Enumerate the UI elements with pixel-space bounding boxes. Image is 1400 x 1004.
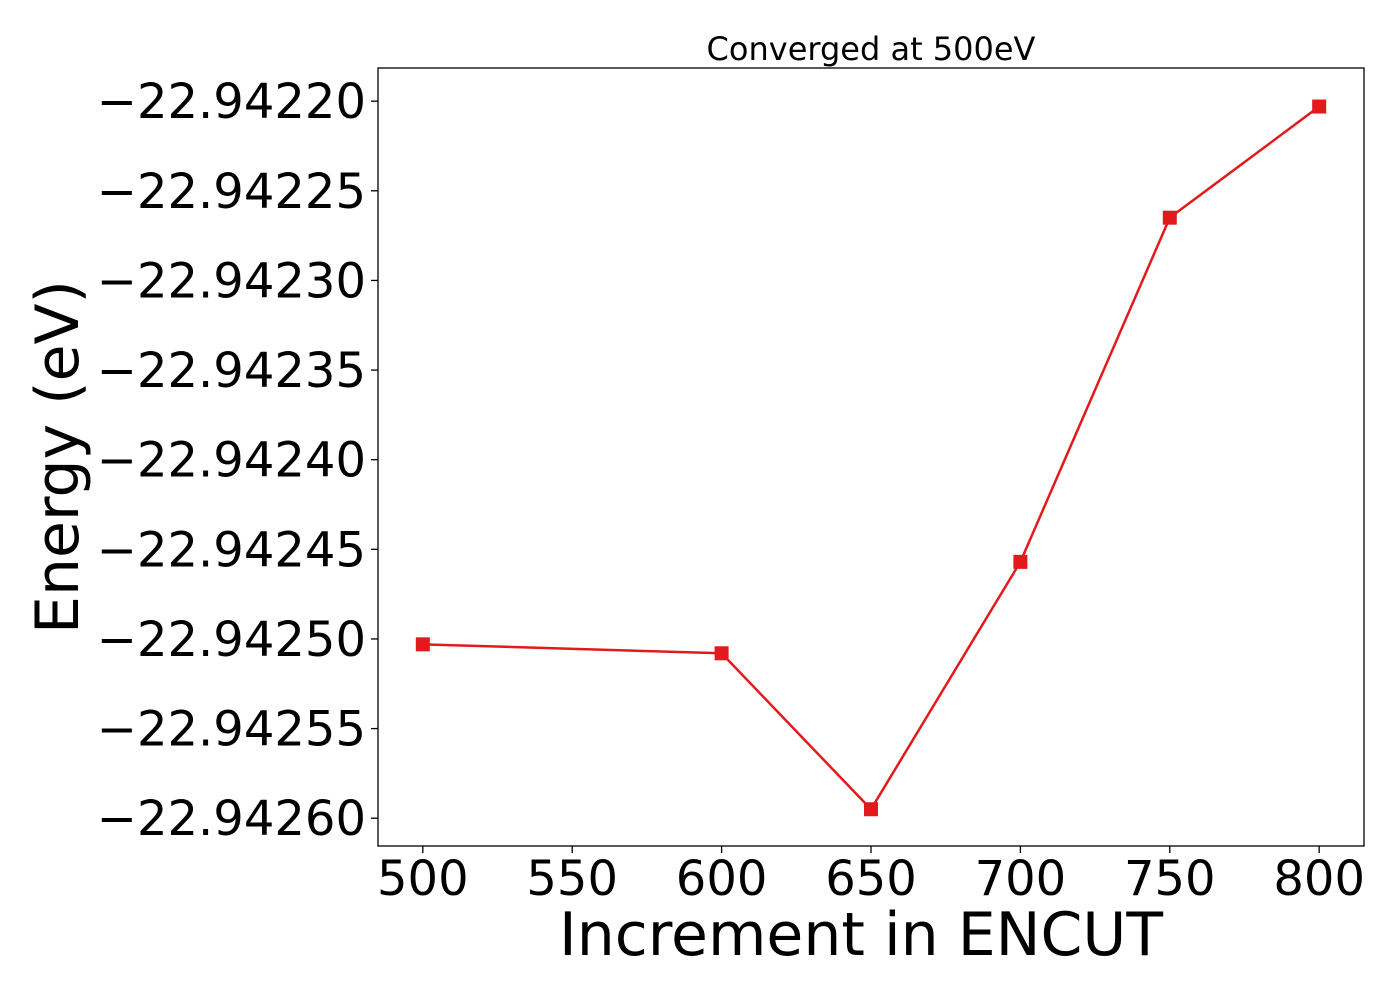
data-point-marker (415, 637, 430, 652)
series-layer (415, 99, 1327, 817)
y-axis-label: Energy (eV) (23, 280, 93, 634)
data-point-marker (1162, 210, 1177, 225)
y-tick-label: −22.94250 (97, 612, 366, 668)
y-tick-label: −22.94220 (97, 74, 366, 130)
y-tick-label: −22.94260 (97, 791, 366, 847)
series-line (422, 105, 1320, 811)
y-tick-label: −22.94245 (97, 522, 366, 578)
data-point-marker (864, 802, 878, 817)
data-point-marker (1013, 554, 1028, 569)
y-tick-label: −22.94255 (97, 702, 366, 758)
plot-area-frame (377, 67, 1365, 847)
y-tick-label: −22.94225 (97, 164, 366, 220)
x-tick-label: 550 (526, 851, 618, 907)
x-tick-label: 800 (1273, 851, 1365, 907)
data-point-marker (1312, 99, 1327, 114)
x-tick-label: 750 (1124, 851, 1216, 907)
data-point-marker (714, 646, 729, 661)
y-axis-ticks: −22.94220 −22.94225 −22.94230 −22.94235 −22.… (97, 74, 378, 847)
y-tick-label: −22.94240 (97, 433, 366, 489)
y-tick-label: −22.94235 (97, 343, 366, 399)
x-tick-label: 650 (825, 851, 917, 907)
x-tick-label: 700 (975, 851, 1067, 907)
x-axis-label: Increment in ENCUT (559, 900, 1163, 970)
chart-title: Converged at 500eV (707, 30, 1036, 68)
y-tick-label: −22.94230 (97, 253, 366, 309)
x-tick-label: 500 (377, 851, 469, 907)
x-axis-ticks: 500 550 600 650 700 750 800 (377, 846, 1365, 907)
x-tick-label: 600 (676, 851, 768, 907)
